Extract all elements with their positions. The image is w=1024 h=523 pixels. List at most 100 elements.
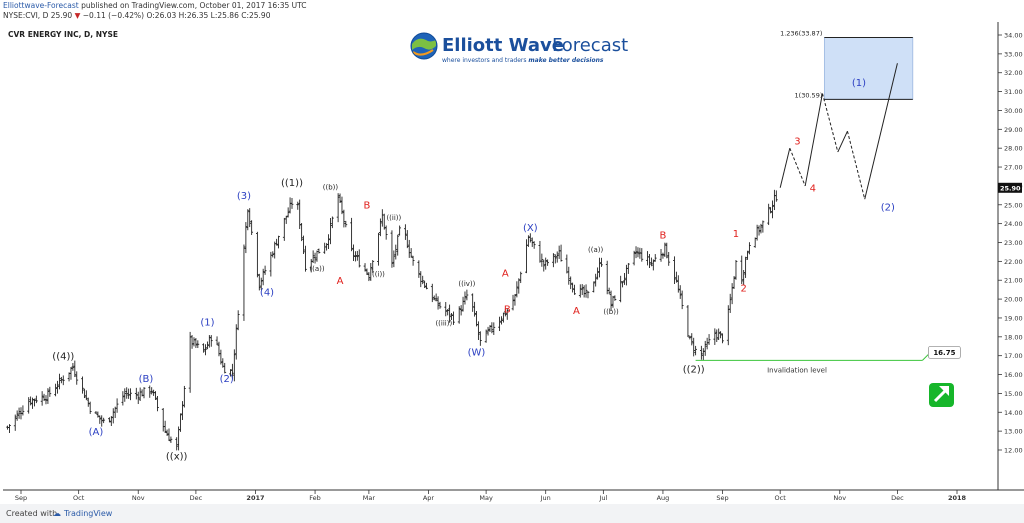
ohlc-bar [519, 271, 523, 284]
x-tick-label: 2018 [948, 494, 967, 502]
y-tick-label: 14.00 [1004, 409, 1023, 417]
ohlc-bar [384, 225, 388, 240]
ohlc-bar [409, 248, 413, 258]
ohlc-bar [665, 242, 669, 259]
ohlc-bar [357, 249, 361, 268]
ohlc-bar [284, 215, 288, 224]
price-chart[interactable]: 1.236(33.87) 1(30.59) 12.00 13.00 14.00 15.0… [0, 22, 1024, 504]
ohlc-bar [182, 385, 186, 408]
ohlc-bar [625, 264, 628, 286]
ohlc-bar [573, 284, 576, 295]
wave-label: (A) [89, 427, 104, 438]
wave-label: (3) [237, 191, 251, 202]
ohlc-bar [138, 387, 142, 401]
ohlc-bar [232, 349, 236, 382]
tradingview-logo-icon: ☁ [53, 509, 61, 518]
ohlc-bar [134, 387, 138, 400]
wave-label: A [337, 276, 344, 287]
ohlc-bar [219, 349, 223, 365]
ohlc-bar [473, 301, 476, 317]
projection-segment [804, 93, 823, 187]
x-tick-label: Apr [423, 494, 435, 502]
ohlc-bar [231, 363, 234, 379]
ohlc-bar [61, 375, 65, 386]
ohlc-bar [161, 408, 165, 432]
ohlc-bar [694, 345, 698, 356]
ohlc-bar [478, 331, 482, 346]
ohlc-bar [774, 190, 778, 202]
wave-label: ((4)) [52, 351, 74, 362]
x-tick-label: Jun [540, 494, 551, 502]
tradingview-link[interactable]: TradingView [64, 509, 113, 518]
ohlc-bar [8, 424, 11, 434]
ohlc-bar [417, 260, 421, 278]
wave-label: A [573, 306, 580, 317]
wave-label: (2) [220, 374, 234, 385]
ohlc-bar [342, 209, 346, 228]
ticker-price: NYSE:CVI, D 25.90 [3, 11, 73, 20]
ohlc-bar [667, 251, 671, 266]
ohlc-bar [71, 362, 75, 371]
ohlc-bar [471, 293, 475, 312]
ohlc-bar [596, 267, 599, 280]
ohlc-bar [403, 224, 407, 240]
ohlc-bar [350, 217, 353, 252]
wave-label: 1 [733, 229, 739, 240]
y-tick-label: 21.00 [1004, 277, 1023, 285]
ohlc-bar [744, 256, 747, 278]
y-tick-label: 33.00 [1004, 50, 1023, 58]
projection-segment [837, 130, 848, 153]
ohlc-bar [713, 328, 717, 345]
ohlc-bar [288, 197, 292, 214]
publish-line: Elliottwave-Forecast published on Tradin… [3, 1, 307, 11]
ohlc-bar [728, 293, 732, 313]
y-tick-label: 27.00 [1004, 164, 1023, 172]
wave-label: ((2)) [683, 365, 705, 376]
x-tick-label: May [479, 494, 493, 502]
y-tick-label: 23.00 [1004, 239, 1023, 247]
ohlc-bar [448, 304, 451, 323]
y-tick-label: 13.00 [1004, 428, 1023, 436]
x-tick-label: Dec [190, 494, 203, 502]
ohlc-bar [626, 263, 630, 274]
ohlc-bar [163, 420, 167, 434]
ohlc-bar [646, 251, 649, 266]
ohlc-bar [154, 391, 157, 400]
ohlc-bar [69, 367, 73, 380]
ohlc-bar [15, 410, 19, 421]
wave-label: (W) [468, 348, 486, 359]
y-tick-label: 34.00 [1004, 32, 1023, 40]
wave-label: 4 [810, 184, 816, 195]
x-tick-label: Mar [363, 494, 376, 502]
ohlc-bar [680, 290, 684, 310]
ohlc-bar [503, 308, 507, 317]
ohlc-bar [477, 321, 480, 341]
wave-label: 2 [740, 284, 746, 295]
ohlc-bar [56, 380, 59, 394]
ohlc-bar [394, 244, 398, 260]
ohlc-bar [302, 235, 305, 255]
ohlc-bar [753, 237, 757, 248]
ohlc-bar [734, 260, 738, 280]
ohlc-bar [81, 376, 84, 394]
ohlc-bar [703, 340, 707, 356]
ohlc-bar [86, 397, 90, 407]
ohlc-bar [165, 429, 169, 436]
ohlc-bar [502, 312, 505, 323]
ohlc-bar [336, 193, 340, 223]
publisher-link[interactable]: Elliottwave-Forecast [3, 1, 79, 10]
ohlc-bar [423, 280, 427, 288]
ohlc-bar [327, 234, 330, 249]
ohlc-bar [651, 259, 655, 271]
ohlc-bar [229, 369, 232, 377]
ohlc-bar [673, 256, 676, 284]
ohlc-bar [528, 233, 532, 243]
ohlc-bar [33, 398, 36, 407]
wave-label: ((i)) [372, 270, 385, 278]
ohlc-bar [623, 273, 626, 285]
ohlc-bar [584, 284, 588, 298]
ohlc-bar [13, 414, 17, 431]
ohlc-bar [142, 387, 146, 399]
wave-label: B [660, 231, 667, 242]
ohlc-bar [34, 395, 38, 404]
